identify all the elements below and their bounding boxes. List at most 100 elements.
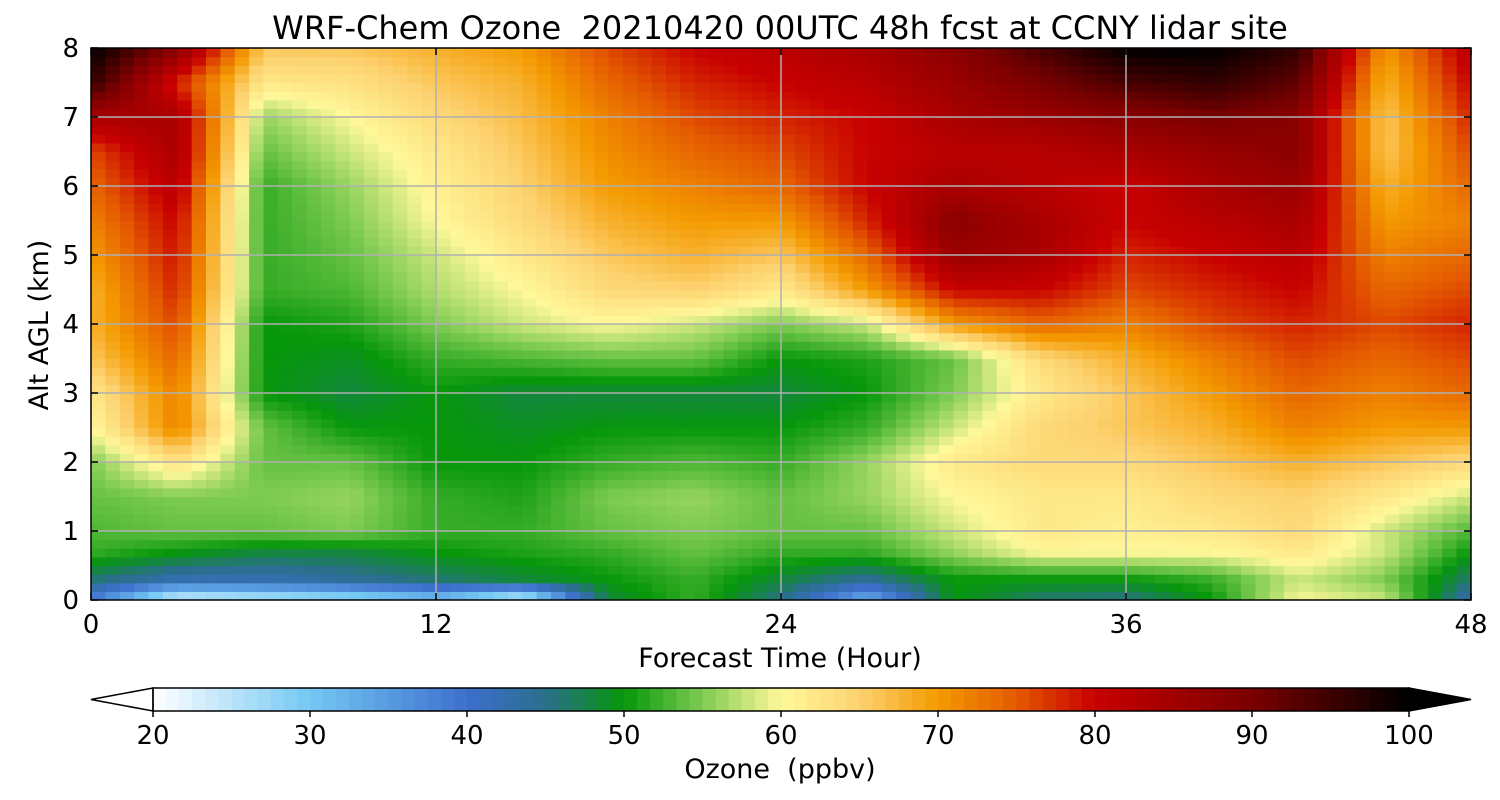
ozone-cell (220, 289, 236, 299)
ozone-cell (263, 556, 279, 567)
ozone-cell (737, 479, 753, 489)
ozone-cell (594, 298, 610, 308)
ozone-cell (737, 522, 753, 532)
ozone-cell (162, 220, 178, 230)
ozone-cell (263, 289, 279, 299)
ozone-cell (1226, 436, 1242, 446)
ozone-cell (493, 341, 509, 351)
ozone-cell (852, 470, 868, 480)
ozone-cell (105, 479, 121, 489)
ozone-cell (134, 548, 150, 558)
ozone-cell (1356, 401, 1371, 411)
ozone-cell (1384, 289, 1400, 299)
ozone-cell (191, 582, 207, 592)
ozone-cell (1442, 531, 1458, 541)
ozone-cell (234, 496, 250, 506)
ozone-cell (852, 401, 868, 411)
ozone-cell (91, 298, 106, 308)
ozone-cell (1413, 548, 1429, 558)
ozone-cell (148, 393, 164, 403)
ozone-cell (666, 246, 681, 256)
ozone-cell (651, 496, 667, 506)
ozone-cell (1140, 462, 1156, 472)
ozone-cell (896, 453, 911, 463)
ozone-cell (1212, 246, 1228, 256)
ozone-cell (105, 418, 121, 429)
ozone-cell (1212, 444, 1228, 454)
ozone-cell (206, 358, 221, 368)
ozone-cell (651, 220, 667, 230)
ozone-cell (335, 324, 351, 334)
ozone-cell (565, 462, 581, 472)
ozone-cell (1312, 358, 1328, 368)
ozone-cell (1399, 384, 1415, 394)
ozone-cell (507, 487, 523, 498)
ozone-cell (1298, 349, 1314, 360)
ozone-cell (349, 462, 365, 472)
ozone-cell (1427, 237, 1443, 247)
ozone-cell (536, 298, 552, 308)
ozone-cell (263, 453, 279, 463)
ozone-cell (622, 160, 638, 170)
ozone-cell (493, 237, 509, 247)
ozone-cell (349, 444, 365, 454)
ozone-cell (436, 272, 451, 282)
ozone-cell (1327, 289, 1343, 299)
ozone-cell (1312, 539, 1328, 549)
ozone-cell (306, 203, 322, 213)
ozone-cell (1212, 263, 1228, 273)
ozone-cell (1399, 427, 1415, 437)
ozone-cell (752, 375, 768, 385)
ozone-cell (421, 496, 437, 506)
ozone-cell (680, 531, 696, 541)
ozone-cell (1011, 513, 1026, 523)
ozone-cell (637, 229, 653, 239)
ozone-cell (737, 453, 753, 463)
ozone-cell (1356, 496, 1371, 506)
ozone-cell (666, 496, 681, 506)
ozone-cell (479, 401, 495, 411)
ozone-cell (781, 186, 796, 196)
ozone-cell (479, 418, 495, 429)
ozone-cell (1183, 384, 1199, 394)
ozone-cell (838, 315, 854, 325)
ozone-cell (867, 393, 883, 403)
ozone-cell (1082, 427, 1098, 437)
ozone-cell (1312, 470, 1328, 480)
ozone-cell (737, 341, 753, 351)
ozone-cell (1054, 444, 1070, 454)
ozone-cell (249, 505, 265, 515)
ozone-cell (1399, 393, 1415, 403)
ozone-cell (220, 487, 236, 498)
ozone-cell (436, 194, 451, 204)
ozone-cell (1456, 582, 1471, 592)
ozone-cell (392, 151, 408, 161)
ozone-cell (1312, 237, 1328, 247)
ozone-cell (536, 539, 552, 549)
ozone-cell (709, 168, 725, 178)
ozone-cell (1327, 349, 1343, 360)
ozone-cell (1226, 591, 1242, 600)
ozone-cell (263, 393, 279, 403)
ozone-cell (335, 211, 351, 222)
ozone-cell (321, 211, 336, 222)
ozone-cell (896, 479, 911, 489)
ozone-cell (1169, 306, 1185, 316)
ozone-cell (1370, 375, 1386, 385)
ozone-cell (1169, 513, 1185, 523)
ozone-cell (507, 444, 523, 454)
ozone-cell (766, 220, 782, 230)
ozone-cell (824, 229, 840, 239)
ozone-cell (1126, 358, 1141, 368)
ozone-cell (867, 298, 883, 308)
ozone-cell (1197, 324, 1213, 334)
ozone-cell (551, 255, 566, 265)
ozone-cell (522, 194, 538, 204)
ozone-cell (1011, 444, 1026, 454)
ozone-cell (1384, 384, 1400, 394)
ozone-cell (392, 246, 408, 256)
ozone-cell (996, 401, 1012, 411)
ozone-cell (1413, 375, 1429, 385)
ozone-cell (867, 341, 883, 351)
ozone-cell (608, 548, 624, 558)
